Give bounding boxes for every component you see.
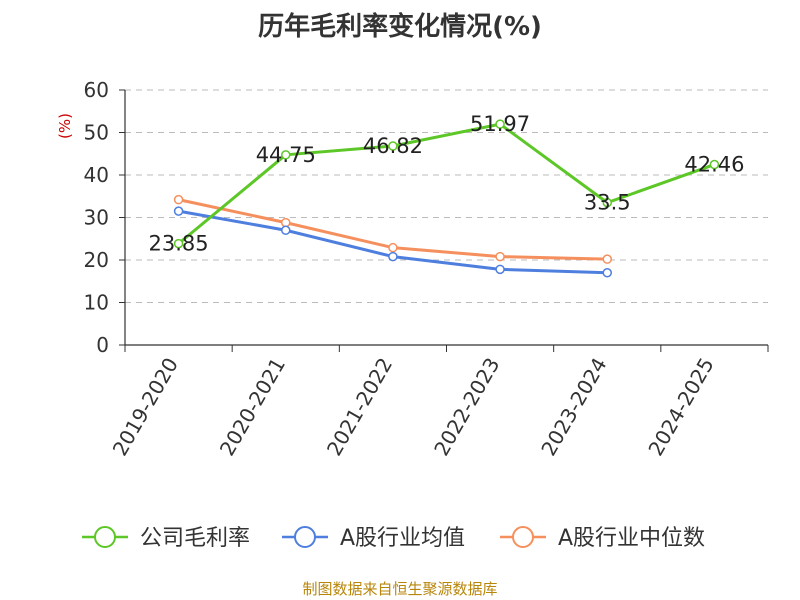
data-point <box>495 119 505 129</box>
data-point <box>281 217 291 228</box>
series-line <box>177 122 715 245</box>
source-note: 制图数据来自恒生聚源数据库 <box>302 580 498 598</box>
x-tick-label: 2019-2020 <box>108 354 183 460</box>
legend-marker <box>294 526 316 548</box>
x-tick-label: 2022-2023 <box>429 354 504 460</box>
data-label: 46.82 <box>363 134 423 158</box>
y-tick-label: 30 <box>84 206 109 230</box>
chart-title: 历年毛利率变化情况(%) <box>258 12 542 42</box>
data-label: 44.75 <box>256 143 316 167</box>
data-label: 51.97 <box>470 112 530 136</box>
legend-label: 公司毛利率 <box>140 526 250 551</box>
legend-label: A股行业中位数 <box>558 526 705 551</box>
legend-marker <box>94 526 116 548</box>
x-tick-label: 2023-2024 <box>536 354 611 460</box>
data-point <box>388 141 398 151</box>
data-label: 33.5 <box>584 191 631 215</box>
data-point <box>709 159 720 170</box>
data-label: 23.85 <box>149 232 209 256</box>
data-point <box>281 150 291 160</box>
y-tick-label: 50 <box>84 121 109 145</box>
legend-marker <box>512 526 534 548</box>
data-point <box>173 238 184 249</box>
data-point <box>388 251 398 262</box>
y-tick-label: 10 <box>84 291 109 315</box>
data-point <box>281 225 291 235</box>
legend-label: A股行业均值 <box>340 526 465 551</box>
y-axis-label: (%) <box>56 113 74 139</box>
data-label: 42.46 <box>684 153 744 177</box>
data-point <box>602 254 612 264</box>
data-point <box>173 194 184 205</box>
x-tick-label: 2024-2025 <box>643 354 718 460</box>
x-tick-label: 2020-2021 <box>215 354 290 460</box>
data-point <box>602 197 612 208</box>
y-tick-label: 40 <box>84 163 109 187</box>
data-point <box>388 242 398 253</box>
y-tick-label: 0 <box>96 333 109 357</box>
y-tick-label: 20 <box>84 248 109 272</box>
data-point <box>495 251 505 262</box>
series-line <box>178 209 608 275</box>
data-point <box>495 264 505 275</box>
y-tick-label: 60 <box>84 78 109 102</box>
data-point <box>602 268 612 278</box>
data-point <box>173 206 184 216</box>
x-tick-label: 2021-2022 <box>322 354 397 460</box>
